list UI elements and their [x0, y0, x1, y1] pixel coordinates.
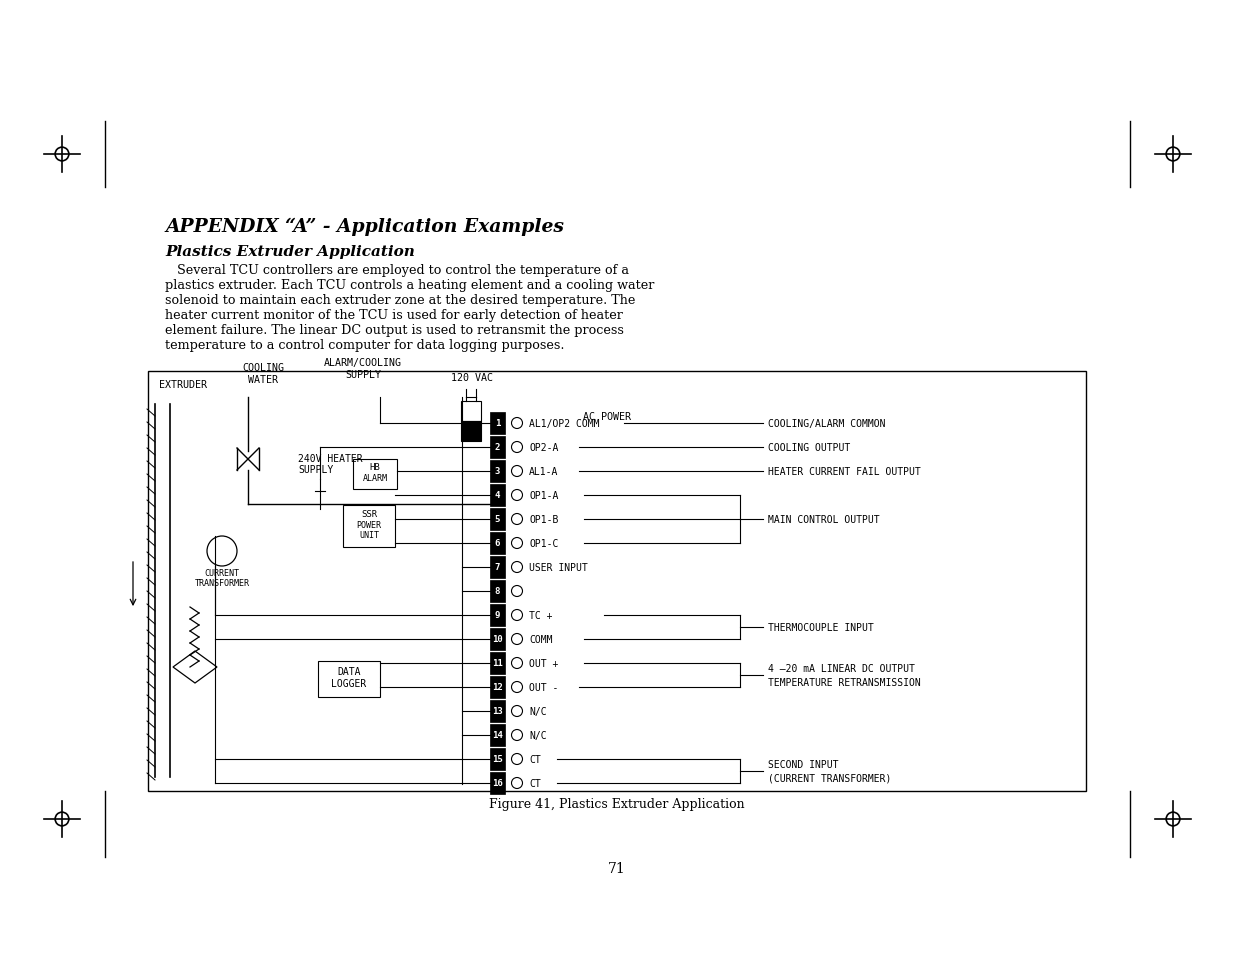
Text: Figure 41, Plastics Extruder Application: Figure 41, Plastics Extruder Application [489, 797, 745, 810]
Text: ALARM/COOLING
SUPPLY: ALARM/COOLING SUPPLY [324, 357, 403, 379]
Text: OP1-C: OP1-C [529, 538, 558, 548]
Text: temperature to a control computer for data logging purposes.: temperature to a control computer for da… [165, 338, 564, 352]
Bar [461, 421, 480, 441]
Text: 14: 14 [492, 731, 503, 740]
Text: LOGGER: LOGGER [331, 679, 367, 688]
Bar [490, 677, 505, 699]
Bar [490, 460, 505, 482]
Text: OUT -: OUT - [529, 682, 558, 692]
Text: 9: 9 [495, 611, 500, 619]
Text: SSR: SSR [361, 510, 377, 518]
Text: 12: 12 [492, 682, 503, 692]
Text: CURRENT: CURRENT [205, 568, 240, 578]
Text: OP1-A: OP1-A [529, 491, 558, 500]
Text: 6: 6 [495, 539, 500, 548]
Text: Several TCU controllers are employed to control the temperature of a: Several TCU controllers are employed to … [165, 264, 629, 276]
Text: DATA: DATA [337, 666, 361, 677]
Text: AL1-A: AL1-A [529, 467, 558, 476]
Bar [353, 459, 396, 490]
Bar [490, 484, 505, 506]
Text: APPENDIX “A” - Application Examples: APPENDIX “A” - Application Examples [165, 217, 564, 235]
Text: USER INPUT: USER INPUT [529, 562, 588, 573]
Text: THERMOCOUPLE INPUT: THERMOCOUPLE INPUT [768, 622, 873, 633]
Text: Plastics Extruder Application: Plastics Extruder Application [165, 245, 415, 258]
Text: COOLING
WATER: COOLING WATER [242, 362, 284, 385]
Text: POWER: POWER [357, 520, 382, 530]
Text: ALARM: ALARM [363, 474, 388, 482]
Text: 240V HEATER: 240V HEATER [298, 454, 363, 463]
Bar [490, 700, 505, 722]
Bar [490, 652, 505, 675]
Text: COOLING/ALARM COMMON: COOLING/ALARM COMMON [768, 418, 885, 429]
Text: 71: 71 [608, 862, 626, 875]
Text: HB: HB [369, 462, 380, 472]
Bar [490, 413, 505, 435]
Text: HEATER CURRENT FAIL OUTPUT: HEATER CURRENT FAIL OUTPUT [768, 467, 921, 476]
Text: 4 –20 mA LINEAR DC OUTPUT: 4 –20 mA LINEAR DC OUTPUT [768, 663, 915, 673]
Text: 16: 16 [492, 779, 503, 788]
Bar [490, 772, 505, 794]
Text: COOLING OUTPUT: COOLING OUTPUT [768, 442, 850, 453]
Text: CT: CT [529, 754, 541, 764]
Text: 11: 11 [492, 659, 503, 668]
Text: plastics extruder. Each TCU controls a heating element and a cooling water: plastics extruder. Each TCU controls a h… [165, 278, 655, 292]
Text: UNIT: UNIT [359, 531, 379, 539]
Bar [490, 509, 505, 531]
Text: TC +: TC + [529, 610, 552, 620]
Bar [490, 533, 505, 555]
Bar [490, 436, 505, 458]
Bar [148, 372, 1086, 791]
Bar [317, 661, 380, 698]
Text: OUT +: OUT + [529, 659, 558, 668]
Bar [490, 724, 505, 746]
Text: COMM: COMM [529, 635, 552, 644]
Bar [490, 580, 505, 602]
Text: SECOND INPUT: SECOND INPUT [768, 760, 839, 769]
Text: TRANSFORMER: TRANSFORMER [194, 578, 249, 587]
Text: SUPPLY: SUPPLY [298, 464, 333, 475]
Text: 8: 8 [495, 587, 500, 596]
Bar [490, 628, 505, 650]
Text: heater current monitor of the TCU is used for early detection of heater: heater current monitor of the TCU is use… [165, 309, 622, 322]
Text: AC POWER: AC POWER [583, 412, 631, 421]
Text: 13: 13 [492, 707, 503, 716]
Text: solenoid to maintain each extruder zone at the desired temperature. The: solenoid to maintain each extruder zone … [165, 294, 635, 307]
Bar [461, 401, 480, 421]
Text: 120 VAC: 120 VAC [451, 373, 493, 382]
Text: (CURRENT TRANSFORMER): (CURRENT TRANSFORMER) [768, 773, 892, 783]
Bar [490, 748, 505, 770]
Text: element failure. The linear DC output is used to retransmit the process: element failure. The linear DC output is… [165, 324, 624, 336]
Text: 1: 1 [495, 419, 500, 428]
Text: OP2-A: OP2-A [529, 442, 558, 453]
Text: TEMPERATURE RETRANSMISSION: TEMPERATURE RETRANSMISSION [768, 678, 921, 687]
Text: 7: 7 [495, 563, 500, 572]
Text: 3: 3 [495, 467, 500, 476]
Text: 2: 2 [495, 443, 500, 452]
Bar [490, 557, 505, 578]
Text: EXTRUDER: EXTRUDER [159, 379, 207, 390]
Text: 15: 15 [492, 755, 503, 763]
Text: AL1/OP2 COMM: AL1/OP2 COMM [529, 418, 599, 429]
Text: 10: 10 [492, 635, 503, 644]
Bar [490, 604, 505, 626]
Text: 5: 5 [495, 515, 500, 524]
Text: OP1-B: OP1-B [529, 515, 558, 524]
Text: 4: 4 [495, 491, 500, 500]
Text: CT: CT [529, 779, 541, 788]
Text: N/C: N/C [529, 706, 547, 717]
Bar [343, 505, 395, 547]
Text: MAIN CONTROL OUTPUT: MAIN CONTROL OUTPUT [768, 515, 879, 524]
Text: N/C: N/C [529, 730, 547, 740]
